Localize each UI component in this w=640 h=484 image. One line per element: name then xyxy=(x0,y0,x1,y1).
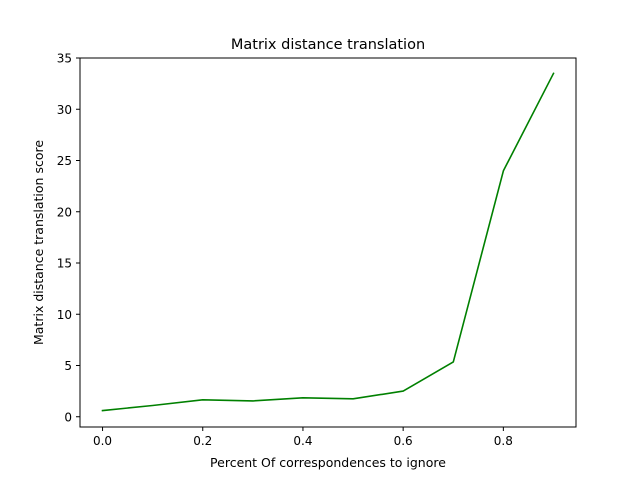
y-tick-label: 5 xyxy=(64,359,72,373)
plot-frame xyxy=(79,57,577,428)
x-tick-label: 0.4 xyxy=(293,434,312,448)
x-axis-label: Percent Of correspondences to ignore xyxy=(210,455,446,470)
y-tick-label: 10 xyxy=(57,308,72,322)
series-group xyxy=(101,72,555,412)
x-axis-ticks: 0.0 0.2 0.4 0.6 0.8 xyxy=(93,427,513,448)
y-axis-ticks: 0 5 10 15 20 25 30 35 xyxy=(57,52,80,424)
chart-title: Matrix distance translation xyxy=(231,37,425,53)
x-tick-label: 0.8 xyxy=(494,434,513,448)
x-tick-label: 0.6 xyxy=(394,434,413,448)
y-tick-label: 35 xyxy=(57,52,72,66)
series-line xyxy=(101,72,555,412)
y-tick-label: 15 xyxy=(57,257,72,271)
y-axis-label: Matrix distance translation score xyxy=(31,140,46,345)
y-tick-label: 30 xyxy=(57,103,72,117)
x-tick-label: 0.0 xyxy=(93,434,112,448)
y-tick-label: 25 xyxy=(57,154,72,168)
y-tick-label: 20 xyxy=(57,205,72,219)
x-tick-label: 0.2 xyxy=(193,434,212,448)
y-tick-label: 0 xyxy=(64,410,72,424)
